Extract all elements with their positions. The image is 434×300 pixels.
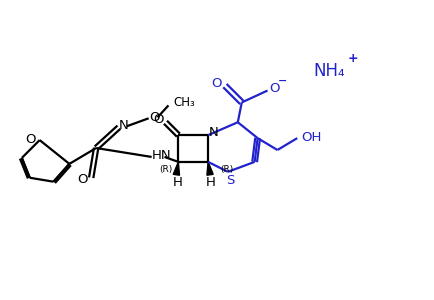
- Text: H: H: [206, 176, 216, 189]
- Text: NH₄: NH₄: [313, 62, 345, 80]
- Text: (R): (R): [159, 165, 172, 174]
- Text: O: O: [269, 82, 279, 95]
- Polygon shape: [173, 162, 180, 175]
- Text: +: +: [348, 52, 358, 65]
- Text: CH₃: CH₃: [174, 96, 195, 109]
- Text: O: O: [153, 113, 164, 126]
- Text: O: O: [149, 111, 160, 124]
- Text: O: O: [211, 77, 221, 90]
- Text: N: N: [119, 119, 129, 132]
- Text: N: N: [209, 126, 219, 139]
- Text: O: O: [26, 133, 36, 146]
- Polygon shape: [207, 162, 213, 175]
- Text: −: −: [278, 76, 287, 85]
- Text: S: S: [226, 174, 234, 187]
- Text: HN: HN: [152, 149, 171, 162]
- Text: (R): (R): [220, 165, 233, 174]
- Text: H: H: [172, 176, 182, 189]
- Text: OH: OH: [301, 130, 321, 144]
- Text: O: O: [77, 173, 88, 186]
